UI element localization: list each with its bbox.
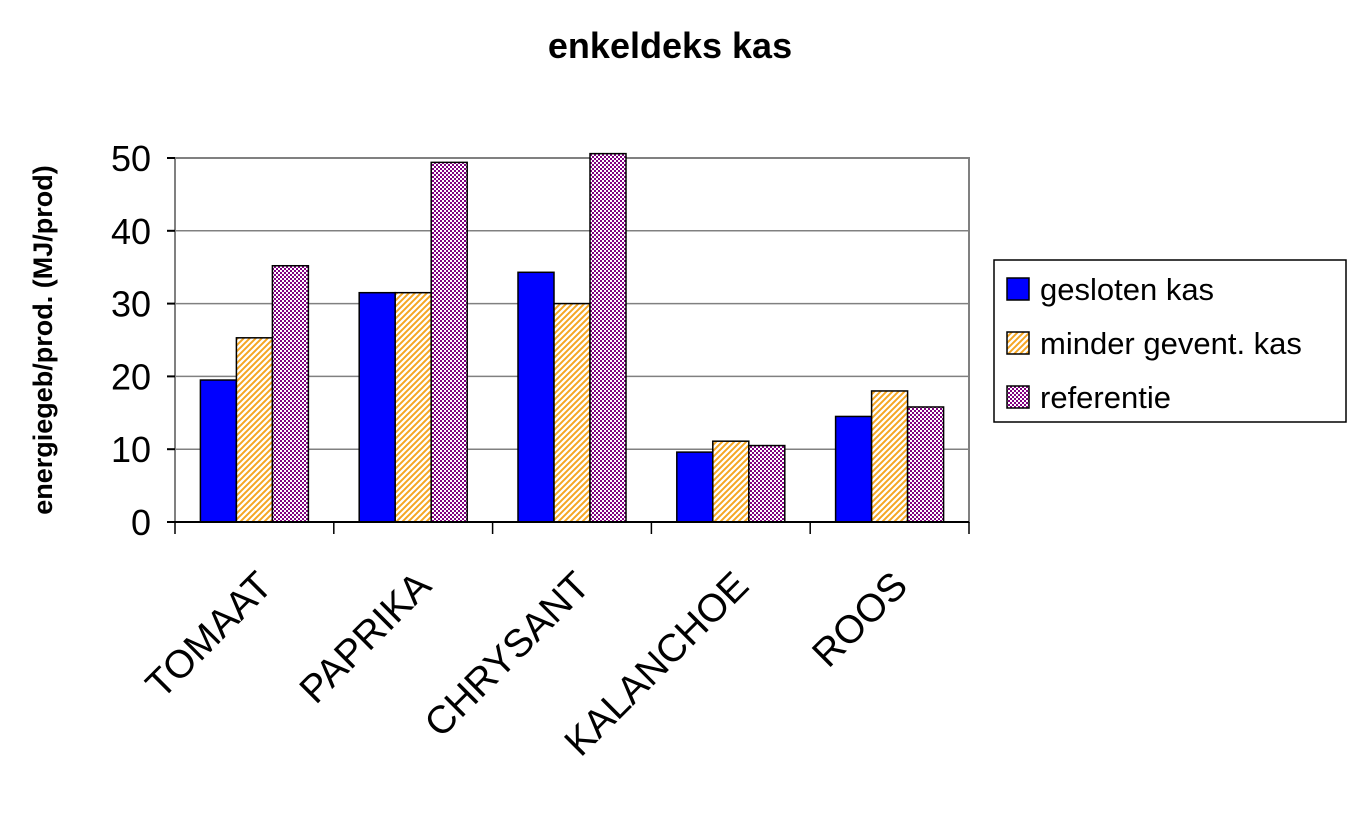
bar-kalanchoe-gesloten-kas bbox=[676, 451, 714, 523]
bar-roos-referentie bbox=[906, 406, 945, 523]
bar-chrysant-minder-gevent-kas bbox=[553, 302, 591, 523]
x-category-label-tomaat: TOMAAT bbox=[138, 564, 281, 707]
bar-paprika-gesloten-kas bbox=[358, 291, 396, 523]
x-category-label-paprika: PAPRIKA bbox=[292, 564, 440, 712]
y-tick-label: 30 bbox=[111, 284, 151, 325]
bar-tomaat-referentie bbox=[271, 264, 310, 523]
legend-swatch-minder-gevent-kas bbox=[1006, 331, 1030, 355]
bar-chrysant-gesloten-kas bbox=[517, 271, 555, 523]
y-axis-ticks: 0 10 20 30 40 50 bbox=[111, 138, 175, 543]
legend-label-gesloten-kas: gesloten kas bbox=[1040, 272, 1214, 307]
bar-roos-gesloten-kas bbox=[834, 415, 873, 523]
x-axis-ticks bbox=[174, 522, 970, 534]
legend-box bbox=[993, 259, 1347, 423]
y-tick-label: 0 bbox=[131, 502, 151, 543]
chart-title: enkeldeks kas bbox=[548, 25, 792, 66]
legend-label-referentie: referentie bbox=[1040, 380, 1171, 415]
bar-kalanchoe-minder-gevent-kas bbox=[712, 440, 750, 523]
y-tick-label: 40 bbox=[111, 211, 151, 252]
y-tick-label: 10 bbox=[111, 429, 151, 470]
bar-chrysant-referentie bbox=[589, 152, 627, 523]
bar-tomaat-minder-gevent-kas bbox=[235, 337, 274, 523]
bar-tomaat-gesloten-kas bbox=[199, 379, 238, 523]
bar-paprika-referentie bbox=[430, 161, 468, 523]
y-tick-label: 20 bbox=[111, 356, 151, 397]
bar-paprika-minder-gevent-kas bbox=[394, 291, 432, 523]
y-tick-label: 50 bbox=[111, 138, 151, 179]
legend-swatch-gesloten-kas bbox=[1006, 277, 1030, 301]
y-axis-label: energiegeb/prod. (MJ/prod) bbox=[28, 165, 58, 515]
bar-roos-minder-gevent-kas bbox=[870, 390, 909, 523]
x-category-label-roos: ROOS bbox=[804, 564, 916, 676]
legend-label-minder-gevent-kas: minder gevent. kas bbox=[1040, 326, 1302, 361]
legend-swatch-referentie bbox=[1006, 385, 1030, 409]
legend: gesloten kas minder gevent. kas referent… bbox=[993, 259, 1347, 423]
bars bbox=[199, 152, 945, 523]
bar-kalanchoe-referentie bbox=[748, 444, 786, 523]
